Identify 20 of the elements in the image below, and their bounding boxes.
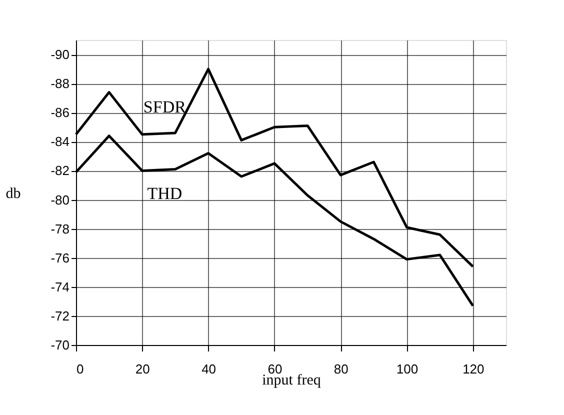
series-label: SFDR — [143, 98, 187, 117]
y-tick-label: -80 — [50, 192, 70, 208]
x-tick-label: 100 — [396, 362, 418, 376]
y-tick-label: -86 — [50, 105, 70, 120]
y-tick-label: -70 — [50, 338, 70, 352]
series-label: THD — [147, 184, 182, 203]
x-tick-label: 0 — [76, 362, 84, 376]
x-tick-label: 120 — [462, 362, 484, 376]
y-tick-label: -78 — [50, 221, 70, 236]
y-tick-label: -76 — [50, 250, 70, 266]
x-tick-label: 80 — [334, 362, 348, 376]
x-tick-label: 20 — [135, 362, 150, 376]
y-tick-label: -84 — [50, 134, 70, 150]
y-tick-label: -88 — [50, 76, 70, 92]
x-tick-label: 40 — [202, 362, 216, 376]
y-tick-label: -90 — [50, 47, 70, 62]
y-tick-label: -82 — [50, 163, 70, 178]
y-tick-label: -74 — [50, 279, 70, 294]
y-axis-title: db — [6, 186, 21, 202]
y-tick-label: -72 — [50, 308, 70, 324]
